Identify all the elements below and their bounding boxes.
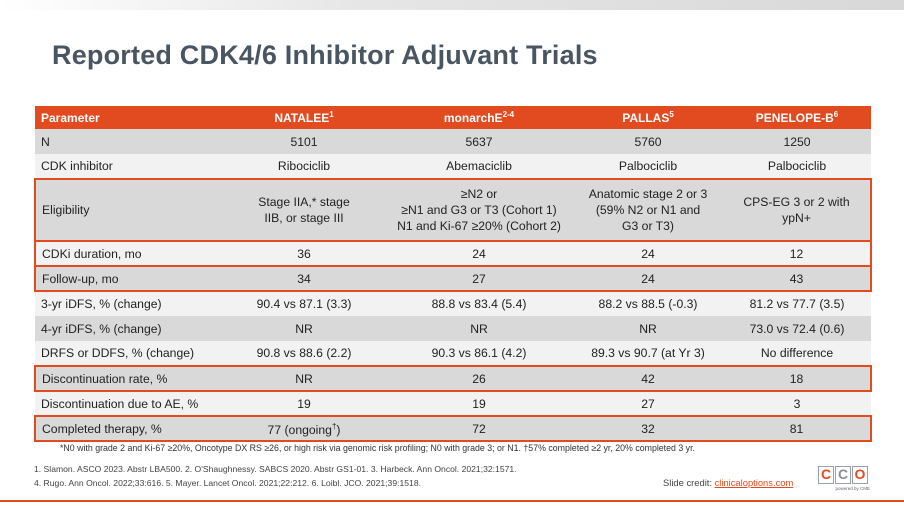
reference-line: 4. Rugo. Ann Oncol. 2022;33:616. 5. Maye…	[34, 478, 421, 488]
row-label: Discontinuation due to AE, %	[35, 391, 223, 416]
cell: 18	[723, 365, 872, 392]
cell: 24	[573, 265, 723, 292]
cell: 24	[573, 240, 723, 267]
row-label: CDKi duration, mo	[34, 240, 223, 267]
header-pallas: PALLAS5	[573, 106, 723, 129]
table-row-4yr-idfs: 4-yr iDFS, % (change) NR NR NR 73.0 vs 7…	[35, 316, 871, 341]
reference-line: 1. Slamon. ASCO 2023. Abstr LBA500. 2. O…	[34, 464, 517, 474]
cell: Palbociclib	[573, 154, 723, 179]
cell: NR	[573, 316, 723, 341]
cell: 3	[723, 391, 871, 416]
cell: 90.8 vs 88.6 (2.2)	[223, 341, 385, 366]
cell: Stage IIA,* stage IIB, or stage III	[223, 178, 385, 242]
header-parameter: Parameter	[35, 106, 223, 129]
credit-link[interactable]: clinicaloptions.com	[714, 477, 794, 488]
cell: 5101	[223, 129, 385, 154]
cell: 89.3 vs 90.7 (at Yr 3)	[573, 341, 723, 366]
cell: 81.2 vs 77.7 (3.5)	[723, 291, 871, 316]
cell: 27	[385, 265, 573, 292]
row-label: Completed therapy, %	[34, 415, 223, 442]
cell: Abemaciclib	[385, 154, 573, 179]
row-label: CDK inhibitor	[35, 154, 223, 179]
row-label: 4-yr iDFS, % (change)	[35, 316, 223, 341]
cell: 27	[573, 391, 723, 416]
table-row-discontinuation-ae: Discontinuation due to AE, % 19 19 27 3	[35, 391, 871, 416]
table-row-3yr-idfs: 3-yr iDFS, % (change) 90.4 vs 87.1 (3.3)…	[35, 291, 871, 316]
cell: 90.3 vs 86.1 (4.2)	[385, 341, 573, 366]
table-row-n: N 5101 5637 5760 1250	[35, 129, 871, 154]
logo-powered-by: powered by CME	[835, 486, 870, 491]
table-row-cdk-inhibitor: CDK inhibitor Ribociclib Abemaciclib Pal…	[35, 154, 871, 179]
row-label: Discontinuation rate, %	[34, 365, 223, 392]
page-title: Reported CDK4/6 Inhibitor Adjuvant Trial…	[52, 40, 598, 70]
cell: 5760	[573, 129, 723, 154]
header-natalee: NATALEE1	[223, 106, 385, 129]
cell: Palbociclib	[723, 154, 871, 179]
row-label: DRFS or DDFS, % (change)	[35, 341, 223, 366]
table-row-eligibility: Eligibility Stage IIA,* stage IIB, or sta…	[34, 178, 872, 242]
header-monarche: monarchE2-4	[385, 106, 573, 129]
logo-letter: O	[852, 466, 868, 484]
table-row-discontinuation-rate: Discontinuation rate, % NR 26 42 18	[34, 365, 872, 392]
slide-credit: Slide credit: clinicaloptions.com	[663, 477, 794, 488]
top-gradient-bar	[0, 0, 904, 10]
cco-logo: C C O powered by CME	[818, 466, 870, 496]
table-row-cdki-duration: CDKi duration, mo 36 24 24 12	[34, 240, 872, 267]
cell: ≥N2 or ≥N1 and G3 or T3 (Cohort 1) N1 and …	[385, 178, 573, 242]
cell: 19	[223, 391, 385, 416]
cell: 88.8 vs 83.4 (5.4)	[385, 291, 573, 316]
table-row-follow-up: Follow-up, mo 34 27 24 43	[34, 265, 872, 292]
cell: No difference	[723, 341, 871, 366]
table-row-drfs-ddfs: DRFS or DDFS, % (change) 90.8 vs 88.6 (2…	[35, 341, 871, 366]
cell: 32	[573, 415, 723, 442]
header-penelope-b: PENELOPE-B6	[723, 106, 871, 129]
references: 1. Slamon. ASCO 2023. Abstr LBA500. 2. O…	[34, 462, 517, 490]
cell: 77 (ongoing†)	[223, 415, 385, 442]
row-label: N	[35, 129, 223, 154]
cell: 90.4 vs 87.1 (3.3)	[223, 291, 385, 316]
cell: 88.2 vs 88.5 (-0.3)	[573, 291, 723, 316]
cell: 43	[723, 265, 872, 292]
cell: 36	[223, 240, 385, 267]
cell: 26	[385, 365, 573, 392]
logo-letter: C	[835, 466, 851, 484]
table-row-completed-therapy: Completed therapy, % 77 (ongoing†) 72 32…	[34, 415, 872, 442]
cell: NR	[223, 365, 385, 392]
cell: 12	[723, 240, 872, 267]
table-footnote: *N0 with grade 2 and Ki-67 ≥20%, Oncotyp…	[60, 443, 695, 453]
cell: 73.0 vs 72.4 (0.6)	[723, 316, 871, 341]
row-label: Eligibility	[34, 178, 223, 242]
cell: 5637	[385, 129, 573, 154]
cell: 19	[385, 391, 573, 416]
logo-letter: C	[818, 466, 834, 484]
row-label: 3-yr iDFS, % (change)	[35, 291, 223, 316]
bottom-accent-line	[0, 500, 904, 502]
table-header-row: Parameter NATALEE1 monarchE2-4 PALLAS5 P…	[35, 106, 871, 129]
cell: 72	[385, 415, 573, 442]
cell: NR	[385, 316, 573, 341]
trials-table: Parameter NATALEE1 monarchE2-4 PALLAS5 P…	[34, 106, 872, 442]
cell: 24	[385, 240, 573, 267]
cell: CPS-EG 3 or 2 with ypN+	[723, 178, 872, 242]
cell: 42	[573, 365, 723, 392]
cell: NR	[223, 316, 385, 341]
cell: 81	[723, 415, 872, 442]
cell: 1250	[723, 129, 871, 154]
cell: 34	[223, 265, 385, 292]
cell: Anatomic stage 2 or 3 (59% N2 or N1 and G3…	[573, 178, 723, 242]
cell: Ribociclib	[223, 154, 385, 179]
row-label: Follow-up, mo	[34, 265, 223, 292]
